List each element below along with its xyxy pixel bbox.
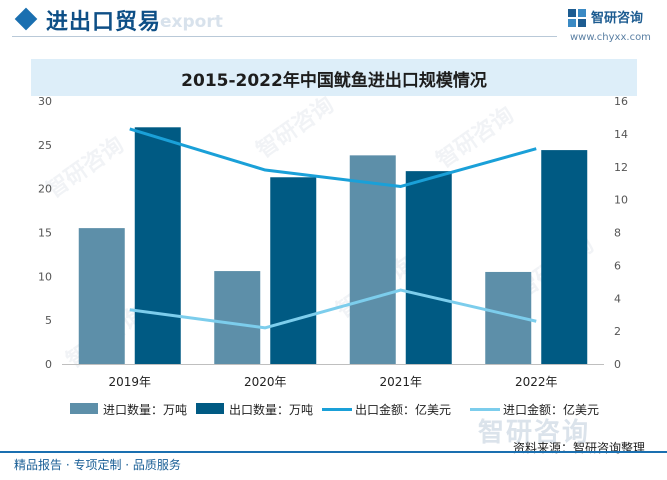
bar-export-volume <box>134 127 181 364</box>
y-right-tick-label: 2 <box>614 325 621 338</box>
bar-import-volume <box>349 155 396 364</box>
logo-icon <box>568 9 586 27</box>
x-tick-label: 2022年 <box>515 375 558 389</box>
legend-label: 进口金额：亿美元 <box>503 403 600 417</box>
x-tick-label: 2019年 <box>108 375 151 389</box>
header-watermark: export <box>160 12 223 32</box>
y-right-tick-label: 8 <box>614 227 621 240</box>
y-left-tick-label: 0 <box>45 358 52 371</box>
y-right-tick-label: 12 <box>614 161 628 174</box>
y-right-tick-label: 10 <box>614 194 628 207</box>
x-tick-label: 2021年 <box>379 375 422 389</box>
logo-url: www.chyxx.com <box>570 32 651 43</box>
legend-label: 进口数量：万吨 <box>103 403 188 417</box>
page-header: 进出口贸易 export <box>0 0 667 45</box>
legend-swatch <box>322 408 352 411</box>
footer-divider <box>0 451 667 453</box>
y-left-tick-label: 30 <box>38 95 52 108</box>
y-left-tick-label: 10 <box>38 270 52 283</box>
legend-swatch <box>470 408 500 411</box>
chart-title-band: 2015-2022年中国鱿鱼进出口规模情况 <box>31 59 637 96</box>
legend-swatch <box>196 403 224 414</box>
bottom-watermark: 智研咨询 <box>478 418 591 448</box>
combo-chart: 0 5 10 15 20 25 30 0 2 4 6 8 10 12 14 16 2019年 2020年 2021年… <box>38 95 628 389</box>
source-note: 资料来源：智研咨询整理 <box>512 441 645 455</box>
line-import-value <box>129 288 537 330</box>
chart-legend: 进口数量：万吨 出口数量：万吨 出口金额：亿美元 进口金额：亿美元 <box>0 400 667 418</box>
page-title: 进出口贸易 <box>46 10 162 35</box>
footer-slogan: 精品报告 · 专项定制 · 品质服务 <box>14 458 181 472</box>
y-left-tick-label: 15 <box>38 227 52 240</box>
logo-name: 智研咨询 <box>591 11 644 26</box>
y-right-tick-label: 16 <box>614 95 628 108</box>
y-left-tick-label: 20 <box>38 183 52 196</box>
bar-export-volume <box>541 150 588 364</box>
header-divider <box>12 36 557 37</box>
y-right-tick-label: 6 <box>614 259 621 272</box>
x-tick-label: 2020年 <box>244 375 287 389</box>
y-right-tick-label: 4 <box>614 292 621 305</box>
bar-export-volume <box>270 177 317 364</box>
legend-label: 出口金额：亿美元 <box>355 403 452 417</box>
chart-title: 2015-2022年中国鱿鱼进出口规模情况 <box>181 71 487 91</box>
y-left-tick-label: 5 <box>45 314 52 327</box>
bar-import-volume <box>78 228 125 364</box>
legend-label: 出口数量：万吨 <box>229 403 314 417</box>
line-export-value <box>129 127 537 188</box>
y-right-tick-label: 0 <box>614 358 621 371</box>
y-right-tick-label: 14 <box>614 128 628 141</box>
bar-import-volume <box>214 271 261 364</box>
bar-export-volume <box>405 171 452 364</box>
legend-swatch <box>70 403 98 414</box>
y-left-tick-label: 25 <box>38 139 52 152</box>
